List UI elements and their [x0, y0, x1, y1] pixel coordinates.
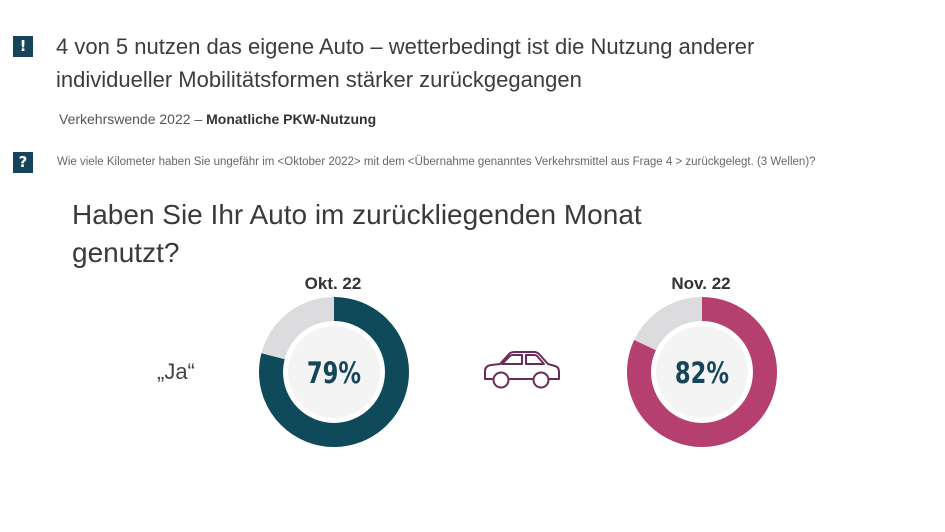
- headline-line-1: 4 von 5 nutzen das eigene Auto – wetterb…: [56, 34, 755, 59]
- chart-title: Haben Sie Ihr Auto im zurückliegenden Mo…: [72, 196, 772, 272]
- headline: 4 von 5 nutzen das eigene Auto – wetterb…: [56, 30, 916, 96]
- answer-label: „Ja“: [157, 359, 195, 384]
- donut-center-nov: [656, 326, 748, 418]
- question-icon: ?: [13, 152, 33, 173]
- subtitle: Verkehrswende 2022 – Monatliche PKW-Nutz…: [59, 111, 376, 127]
- donut-segment-nov: [627, 297, 777, 447]
- headline-line-2: individueller Mobilitätsformen stärker z…: [56, 67, 582, 92]
- question-text: Wie viele Kilometer haben Sie ungefähr i…: [57, 156, 816, 168]
- donut-segment-okt: [259, 297, 409, 447]
- subtitle-prefix: Verkehrswende 2022 –: [59, 111, 203, 127]
- chart-title-line-1: Haben Sie Ihr Auto im zurückliegenden Mo…: [72, 199, 642, 230]
- car-icon: [484, 351, 560, 389]
- exclamation-icon: !: [13, 36, 33, 57]
- donut-value-label-okt: 79%: [307, 357, 361, 390]
- subtitle-emphasis: Monatliche PKW-Nutzung: [206, 111, 377, 127]
- chart-title-line-2: genutzt?: [72, 237, 180, 268]
- period-label-nov: Nov. 22: [671, 274, 731, 293]
- donut-center-okt: [288, 326, 380, 418]
- period-label-okt: Okt. 22: [304, 274, 362, 293]
- donut-value-label-nov: 82%: [675, 357, 729, 390]
